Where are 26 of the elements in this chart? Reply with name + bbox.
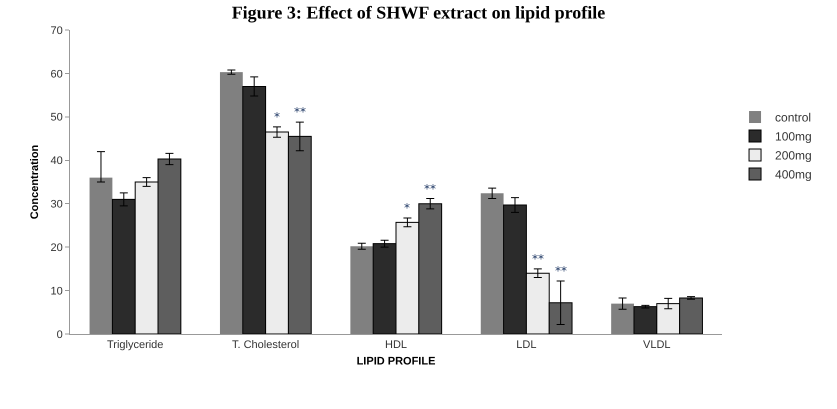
y-tick-label: 50 bbox=[50, 112, 63, 124]
y-tick-label: 10 bbox=[50, 285, 63, 298]
chart-title: Figure 3: Effect of SHWF extract on lipid profile bbox=[232, 2, 606, 23]
x-tick-label: HDL bbox=[384, 339, 408, 352]
x-axis-title: LIPID PROFILE bbox=[356, 355, 436, 368]
legend-label: 400mg bbox=[775, 168, 812, 182]
data-label: ** bbox=[532, 252, 544, 266]
y-tick-label: 20 bbox=[50, 242, 63, 254]
data-label: ** bbox=[555, 264, 567, 278]
x-tick-label: LDL bbox=[516, 339, 536, 352]
y-tick-label: 60 bbox=[50, 68, 63, 80]
y-axis-title: Concentration bbox=[29, 144, 41, 220]
legend-label: 200mg bbox=[775, 148, 812, 163]
x-tick-label: VLDL bbox=[643, 339, 671, 352]
legend-label: control bbox=[775, 110, 812, 125]
x-tick-label: Triglyceride bbox=[106, 339, 164, 352]
data-label: * bbox=[274, 110, 280, 124]
x-tick-label: T. Cholesterol bbox=[232, 339, 300, 352]
y-tick-label: 0 bbox=[56, 328, 63, 341]
y-tick-label: 70 bbox=[50, 24, 63, 37]
data-label: ** bbox=[424, 182, 436, 196]
data-label: ** bbox=[294, 105, 306, 119]
legend-label: 100mg bbox=[775, 130, 812, 144]
y-tick-label: 30 bbox=[50, 198, 63, 211]
data-label: * bbox=[404, 201, 410, 215]
y-tick-label: 40 bbox=[50, 155, 63, 168]
